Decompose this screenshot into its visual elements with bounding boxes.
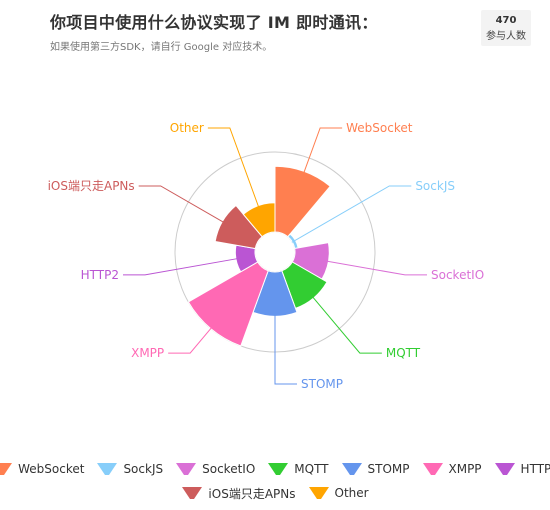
slice-label-8: iOS端只走APNs bbox=[48, 179, 135, 193]
leader-line-5 bbox=[274, 312, 297, 385]
question-subtitle: 如果使用第三方SDK，请自行 Google 对应技术。 bbox=[50, 42, 273, 53]
leader-line-6 bbox=[168, 325, 214, 354]
slice-label-1: WebSocket bbox=[346, 121, 413, 135]
slice-label-9: Other bbox=[170, 121, 204, 135]
legend-item-4[interactable]: MQTT bbox=[267, 462, 329, 476]
question-title: 你项目中使用什么协议实现了 IM 即时通讯： bbox=[50, 13, 378, 32]
legend-swatch-icon bbox=[308, 486, 330, 500]
legend-label: HTTP2 bbox=[520, 462, 550, 476]
legend-item-1[interactable]: WebSocket bbox=[0, 462, 84, 476]
legend-item-9[interactable]: Other bbox=[308, 486, 369, 500]
slice-label-7: HTTP2 bbox=[81, 268, 119, 282]
legend-label: Other bbox=[334, 486, 369, 500]
chart-legend: WebSocket SockJS SocketIO MQTT STOMP XMPP HTTP… bbox=[0, 457, 550, 505]
legend-item-8[interactable]: iOS端只走APNs bbox=[181, 485, 296, 502]
leader-line-1 bbox=[302, 127, 343, 176]
legend-swatch-icon bbox=[267, 462, 289, 476]
slice-label-2: SockJS bbox=[415, 179, 455, 193]
legend-swatch-icon bbox=[494, 462, 516, 476]
legend-item-2[interactable]: SockJS bbox=[96, 462, 163, 476]
rose-slice-9[interactable] bbox=[242, 202, 276, 238]
legend-label: MQTT bbox=[294, 462, 329, 476]
leader-line-8 bbox=[138, 185, 227, 225]
rose-slice-8[interactable] bbox=[214, 204, 263, 250]
rose-slice-1[interactable] bbox=[274, 165, 331, 238]
rose-slice-4[interactable] bbox=[281, 261, 328, 310]
slice-label-6: XMPP bbox=[131, 346, 164, 360]
legend-swatch-icon bbox=[181, 486, 203, 500]
slice-label-4: MQTT bbox=[386, 346, 421, 360]
legend-label: SockJS bbox=[123, 462, 164, 476]
rose-chart: WebSocket SockJS SocketIO MQTT STOMP XMPP HTTP… bbox=[48, 121, 485, 391]
legend-swatch-icon bbox=[175, 462, 197, 476]
legend-label: SocketIO bbox=[202, 462, 256, 476]
rose-slice-3[interactable] bbox=[291, 242, 330, 280]
legend-swatch-icon bbox=[0, 462, 13, 476]
leader-line-7 bbox=[123, 257, 241, 276]
legend-swatch-icon bbox=[341, 462, 363, 476]
leader-line-9 bbox=[207, 127, 260, 210]
legend-swatch-icon bbox=[96, 462, 118, 476]
leader-line-2 bbox=[291, 185, 412, 243]
rose-slice-5[interactable] bbox=[252, 270, 298, 317]
legend-label: XMPP bbox=[448, 462, 482, 476]
rose-slice-6[interactable] bbox=[187, 261, 269, 347]
participants-count: 470 bbox=[495, 15, 517, 26]
legend-item-3[interactable]: SocketIO bbox=[175, 462, 255, 476]
leader-line-3 bbox=[324, 260, 427, 276]
participants-label: 参与人数 bbox=[486, 31, 526, 42]
legend-row: iOS端只走APNs Other bbox=[0, 481, 550, 505]
slice-label-3: SocketIO bbox=[431, 268, 484, 282]
legend-label: STOMP bbox=[367, 462, 410, 476]
participants-badge: 470 参与人数 bbox=[481, 10, 531, 46]
legend-label: iOS端只走APNs bbox=[208, 486, 296, 501]
legend-item-6[interactable]: XMPP bbox=[422, 462, 482, 476]
legend-label: WebSocket bbox=[18, 462, 85, 476]
legend-item-5[interactable]: STOMP bbox=[341, 462, 410, 476]
legend-row: WebSocket SockJS SocketIO MQTT STOMP XMPP HTTP… bbox=[0, 457, 550, 481]
legend-item-7[interactable]: HTTP2 bbox=[494, 462, 550, 476]
slice-label-5: STOMP bbox=[301, 377, 343, 391]
leader-line-4 bbox=[310, 294, 382, 354]
legend-swatch-icon bbox=[422, 462, 444, 476]
